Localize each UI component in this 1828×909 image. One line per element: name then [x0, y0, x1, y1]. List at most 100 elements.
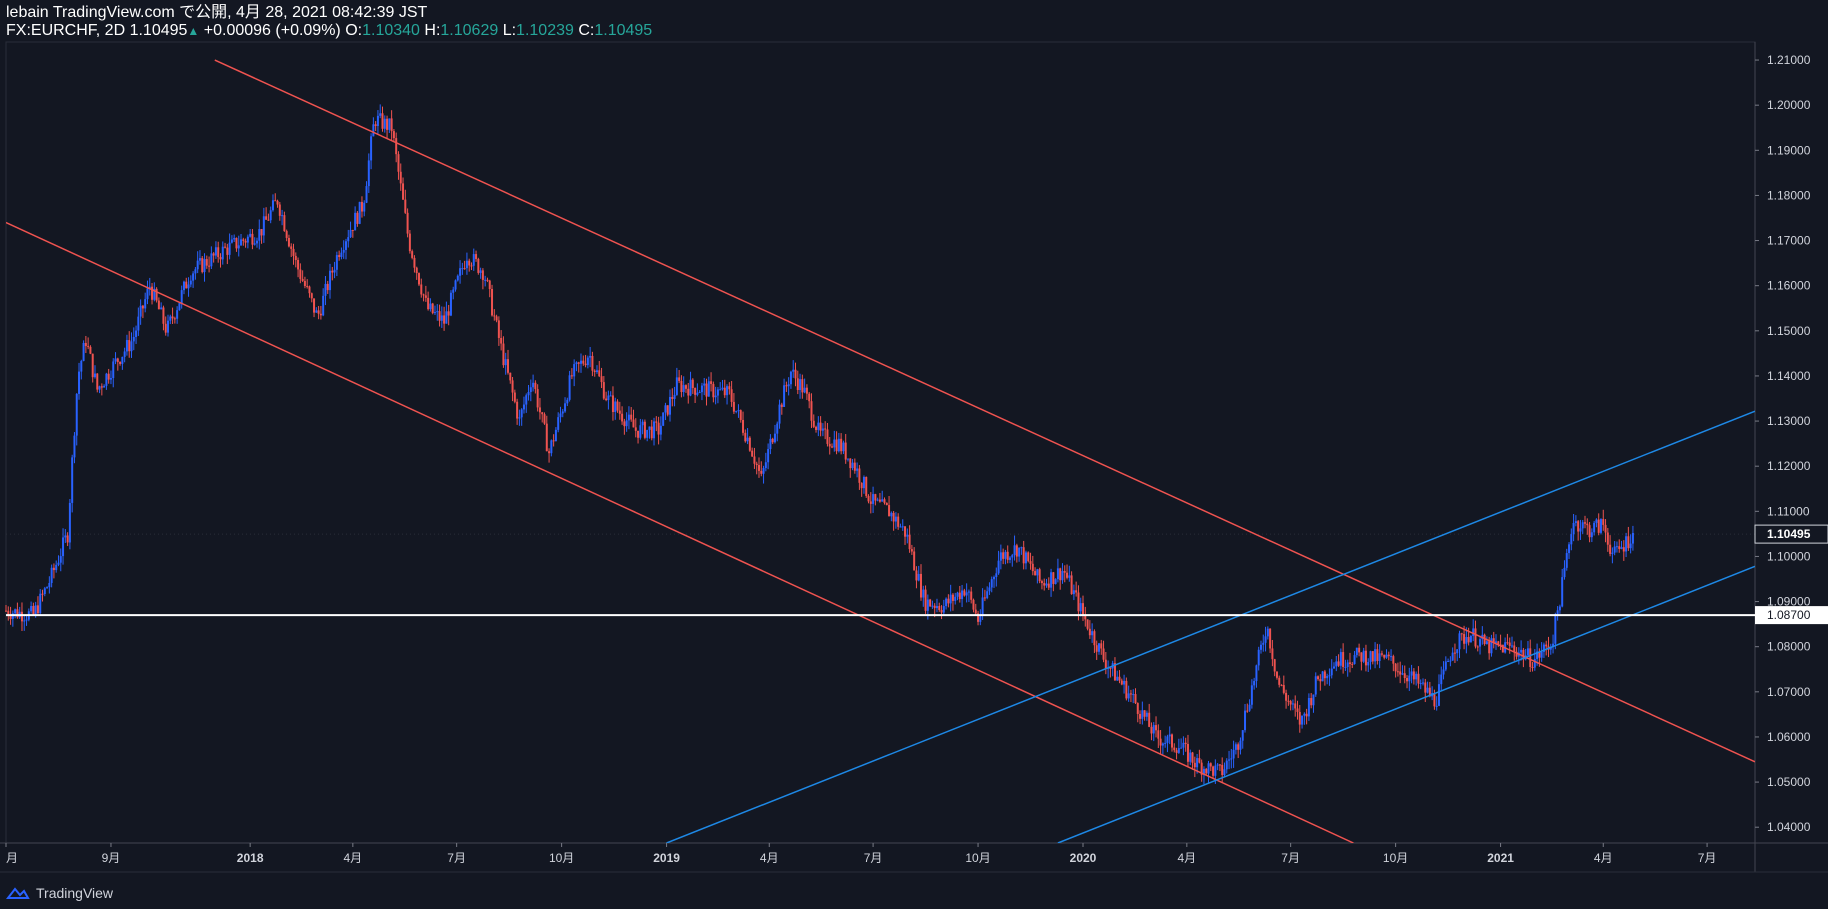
- candle-body: [1212, 766, 1215, 776]
- candle-body: [1255, 665, 1258, 682]
- candle-body: [59, 556, 62, 563]
- candle-body: [771, 438, 774, 443]
- candle-body: [580, 360, 583, 364]
- candle-body: [1095, 645, 1098, 652]
- candle-body: [595, 370, 598, 372]
- candle-body: [374, 124, 377, 126]
- candle-body: [1038, 569, 1041, 582]
- candle-body: [297, 260, 300, 270]
- candle-body: [1380, 653, 1383, 655]
- candle-body: [881, 499, 884, 502]
- candle-body: [265, 216, 268, 220]
- candle-body: [313, 298, 316, 313]
- candle-body: [1301, 715, 1304, 725]
- candle-body: [1189, 752, 1192, 762]
- candle-body: [201, 258, 204, 273]
- candle-body: [130, 341, 133, 352]
- candle-body: [796, 378, 799, 391]
- candle-body: [1545, 644, 1548, 647]
- candle-body: [1568, 544, 1571, 554]
- candle-body: [819, 422, 822, 431]
- candle-body: [497, 320, 500, 338]
- last-price-label-bg: [1754, 524, 1828, 544]
- candle-body: [926, 599, 929, 611]
- candle-body: [48, 582, 51, 588]
- candle-body: [664, 405, 667, 413]
- candle-body: [1294, 703, 1297, 709]
- candle-body: [1059, 568, 1062, 581]
- candle-body: [349, 229, 352, 238]
- candle-body: [506, 359, 509, 373]
- candle-body: [1282, 685, 1285, 693]
- candle-body: [301, 278, 304, 281]
- candle-body: [972, 599, 975, 610]
- candle-body: [552, 440, 555, 442]
- candle-body: [892, 512, 895, 522]
- candle-body: [481, 270, 484, 280]
- candle-body: [1428, 687, 1431, 697]
- candle-body: [616, 401, 619, 411]
- candle-body: [1570, 534, 1573, 545]
- candle-body: [554, 429, 557, 442]
- candle-body: [917, 573, 920, 581]
- candle-body: [50, 567, 53, 583]
- candle-body: [1360, 652, 1363, 662]
- candle-body: [16, 609, 19, 618]
- candle-body: [500, 337, 503, 344]
- candle-body: [967, 591, 970, 593]
- candle-body: [755, 463, 758, 466]
- candle-body: [1604, 524, 1607, 533]
- candle-body: [342, 249, 345, 253]
- publish-info: lebain TradingView.com で公開, 4月 28, 2021 …: [6, 4, 428, 21]
- candle-body: [39, 593, 42, 614]
- candle-body: [178, 303, 181, 311]
- candle-body: [833, 439, 836, 448]
- candle-body: [141, 305, 144, 309]
- candle-body: [1120, 680, 1123, 685]
- candle-body: [383, 118, 386, 129]
- candle-body: [548, 451, 551, 454]
- candle-body: [431, 303, 434, 314]
- y-tick-label: 1.11000: [1767, 504, 1810, 518]
- y-tick-label: 1.12000: [1767, 459, 1811, 473]
- open-label: O:: [345, 22, 363, 39]
- price-change: +0.00096 (+0.09%): [203, 22, 341, 39]
- candle-body: [1157, 730, 1160, 739]
- candle-body: [1056, 568, 1059, 580]
- horizontal-level-label: 1.08700: [1767, 608, 1811, 622]
- candle-body: [1317, 676, 1320, 680]
- candle-body: [1488, 641, 1491, 654]
- candle-body: [897, 516, 900, 527]
- candle-body: [1421, 682, 1424, 684]
- candle-body: [269, 210, 272, 221]
- candle-body: [7, 610, 10, 616]
- candle-body: [119, 361, 122, 364]
- candle-body: [1456, 649, 1459, 654]
- candle-body: [1572, 522, 1575, 535]
- candle-body: [411, 251, 414, 258]
- candle-body: [1424, 682, 1427, 693]
- candle-body: [935, 606, 938, 609]
- candle-body: [329, 270, 332, 291]
- tradingview-branding[interactable]: TradingView: [6, 885, 113, 901]
- candle-body: [794, 369, 797, 379]
- candle-body: [981, 597, 984, 615]
- candle-body: [1440, 674, 1443, 685]
- candle-body: [780, 404, 783, 407]
- candle-body: [1008, 557, 1011, 560]
- candle-body: [632, 419, 635, 428]
- candle-body: [1577, 521, 1580, 532]
- candle-body: [1280, 684, 1283, 686]
- candle-body: [249, 233, 252, 237]
- symbol-label[interactable]: FX:EURCHF, 2D: [6, 22, 126, 39]
- candle-body: [208, 265, 211, 267]
- candle-body: [25, 619, 28, 621]
- candle-body: [491, 289, 494, 316]
- candle-body: [753, 456, 756, 464]
- candle-body: [696, 392, 699, 395]
- candle-body: [566, 399, 569, 404]
- candle-body: [335, 255, 338, 270]
- tradingview-logo-icon: [6, 887, 30, 899]
- x-tick-label: 2020: [1070, 851, 1097, 865]
